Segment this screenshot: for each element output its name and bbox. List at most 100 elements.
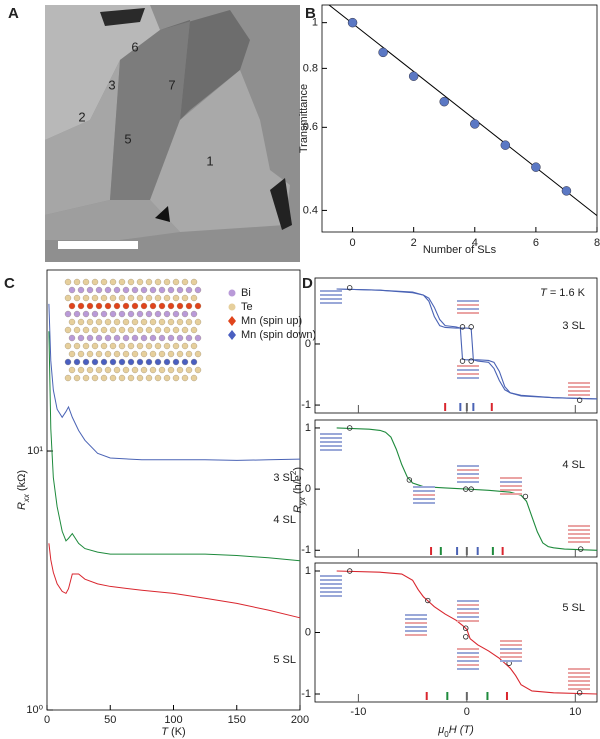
atom (95, 350, 103, 358)
atom (145, 278, 153, 286)
atom (86, 334, 94, 342)
atom (82, 374, 90, 382)
series-line (48, 543, 301, 619)
atom (158, 318, 166, 326)
atom (145, 294, 153, 302)
atom (104, 286, 112, 294)
dark-edge (270, 178, 292, 230)
atom (131, 350, 139, 358)
flake-region (150, 70, 290, 232)
spin-layer (320, 591, 342, 593)
spin-layer (500, 477, 522, 479)
atom (181, 278, 189, 286)
atom (118, 294, 126, 302)
plot-frame (314, 562, 598, 703)
fit-line (328, 5, 597, 216)
annotation-part: T (540, 287, 548, 299)
atom (176, 334, 184, 342)
atom (190, 326, 198, 334)
atom (82, 342, 90, 350)
spin-layer (320, 298, 342, 300)
sweep-line (336, 288, 598, 400)
atom (118, 326, 126, 334)
y-tick-label: 0.4 (303, 204, 318, 216)
y-axis-label-part: R (16, 502, 28, 510)
spin-layer (457, 473, 479, 475)
y-axis-label-part: ) (292, 467, 304, 471)
data-point (378, 47, 388, 58)
legend-label: Te (241, 301, 253, 313)
spin-layer (500, 481, 522, 483)
spin-layer (500, 485, 522, 487)
y-axis-label-part: (kΩ) (16, 470, 28, 494)
spin-layer (568, 390, 590, 392)
atom (109, 358, 117, 366)
state-marker (468, 324, 474, 330)
atom (181, 310, 189, 318)
atom (181, 294, 189, 302)
spin-layer (405, 618, 427, 620)
dark-edge (100, 8, 145, 26)
spin-layer (405, 634, 427, 636)
atom (68, 302, 76, 310)
atom (68, 286, 76, 294)
region-label: 1 (206, 153, 213, 168)
atom (100, 278, 108, 286)
atom (136, 358, 144, 366)
flake-region (110, 20, 190, 200)
atom (149, 318, 157, 326)
atom (104, 302, 112, 310)
spin-layer (568, 680, 590, 682)
atom (100, 294, 108, 302)
atom (118, 358, 126, 366)
atom (176, 286, 184, 294)
spin-layer (320, 294, 342, 296)
state-marker (347, 425, 353, 431)
series-label: 3 SL (562, 320, 585, 332)
atom (77, 366, 85, 374)
atom (113, 334, 121, 342)
dark-spot (155, 206, 170, 222)
legend-label: Mn (spin down) (241, 329, 316, 341)
x-axis-label-part: μ (437, 724, 444, 736)
spin-layer (457, 656, 479, 658)
atom (113, 366, 121, 374)
spin-layer (457, 312, 479, 314)
atom (91, 294, 99, 302)
atom (73, 358, 81, 366)
atom (167, 286, 175, 294)
spin-layer (457, 477, 479, 479)
atom (190, 374, 198, 382)
flake-region (45, 200, 180, 240)
atom (163, 278, 171, 286)
state-marker (463, 634, 469, 640)
crystal-inset (64, 278, 202, 382)
spin-layer (500, 660, 522, 662)
atom (91, 342, 99, 350)
state-marker (347, 285, 353, 291)
atom (127, 310, 135, 318)
atom (109, 310, 117, 318)
spin-layer (320, 575, 342, 577)
spin-layer (457, 308, 479, 310)
atom (73, 342, 81, 350)
spin-layer (500, 656, 522, 658)
x-axis-label: Number of SLs (423, 244, 497, 256)
atom (100, 358, 108, 366)
atom (140, 286, 148, 294)
atom (145, 310, 153, 318)
atom (163, 342, 171, 350)
spin-layer (457, 300, 479, 302)
atom (122, 286, 130, 294)
spin-layer (500, 652, 522, 654)
spin-layer (413, 494, 435, 496)
micrograph (45, 5, 300, 262)
atom (127, 342, 135, 350)
legend-marker (228, 316, 236, 326)
spin-layer (405, 630, 427, 632)
data-point (561, 186, 572, 196)
atom (68, 366, 76, 374)
spin-layer (568, 529, 590, 531)
atom (86, 350, 94, 358)
